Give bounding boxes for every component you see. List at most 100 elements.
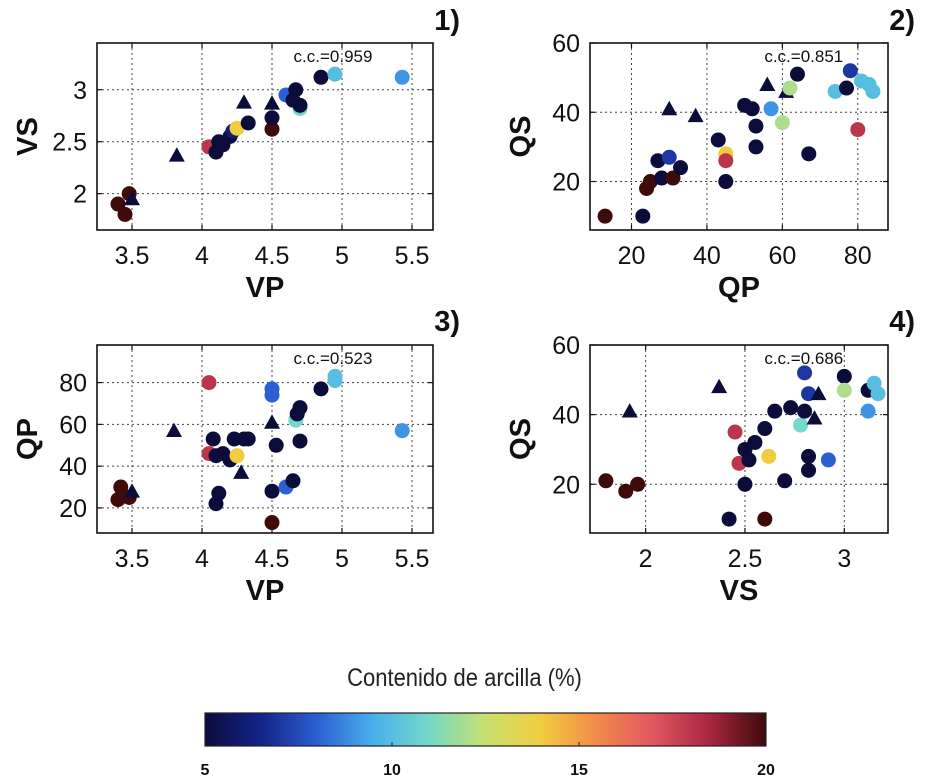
data-point — [757, 421, 773, 437]
data-point — [285, 473, 301, 489]
x-tick-label: 3.5 — [115, 545, 150, 573]
data-point-triangle — [124, 483, 140, 498]
x-tick-label: 60 — [768, 242, 796, 270]
colorbar-title: Contenido de arcilla (%) — [347, 664, 582, 692]
colorbar-tick-label: 5 — [201, 762, 210, 779]
data-point — [870, 386, 886, 402]
x-axis-label: VP — [246, 272, 285, 304]
data-point — [240, 431, 256, 447]
data-point — [113, 479, 129, 495]
data-point — [789, 66, 805, 82]
data-point — [741, 452, 757, 468]
data-point — [718, 174, 734, 190]
data-point-triangle — [264, 95, 280, 110]
data-point-triangle — [621, 403, 638, 418]
x-tick-label: 4.5 — [255, 242, 290, 270]
y-tick-label: 3 — [73, 77, 87, 105]
x-tick-label: 4 — [195, 242, 209, 270]
data-point — [635, 208, 651, 224]
y-tick-label: 2.5 — [52, 129, 87, 157]
correlation-annotation: c.c.=0.959 — [294, 47, 373, 66]
axes-frame — [96, 344, 434, 534]
data-point — [268, 437, 284, 453]
data-point — [211, 485, 227, 501]
data-point — [763, 101, 779, 117]
y-axis-label: QS — [505, 116, 537, 158]
scatter-panel-4: 2 2.5 3 20 40 60 VS QS c.c.=0.686 4) — [505, 306, 915, 607]
data-point-triangle — [759, 76, 776, 91]
data-point — [661, 149, 677, 165]
panel-label: 4) — [889, 306, 915, 338]
data-point — [774, 115, 790, 131]
panel-label: 1) — [434, 5, 460, 37]
data-point — [710, 132, 726, 148]
data-point — [860, 403, 876, 419]
scatter-panel-1: 3.5 4 4.5 5 5.5 2 2.5 3 VP VS c.c.=0.959 1) — [12, 5, 460, 304]
data-point — [767, 403, 783, 419]
y-tick-label: 80 — [59, 370, 87, 398]
x-tick-label: 4.5 — [255, 545, 290, 573]
data-point — [618, 483, 634, 499]
data-point — [264, 515, 280, 531]
correlation-annotation: c.c.=0.523 — [294, 349, 373, 368]
data-point-triangle — [711, 378, 728, 394]
data-point — [201, 375, 217, 391]
y-axis-label: QP — [12, 418, 44, 460]
y-tick-label: 40 — [59, 453, 87, 481]
y-tick-label: 40 — [552, 99, 580, 127]
x-tick-label: 2.5 — [728, 545, 763, 573]
data-point — [748, 118, 764, 134]
data-point — [757, 511, 773, 527]
panel-label: 3) — [434, 306, 460, 338]
data-point-triangle — [687, 107, 704, 123]
data-point — [783, 400, 799, 416]
colorbar-tick-label: 10 — [383, 762, 401, 779]
x-tick-label: 40 — [693, 242, 721, 270]
data-point-triangle — [124, 190, 140, 206]
data-point — [782, 80, 798, 96]
data-point-triangle — [806, 410, 823, 425]
data-point — [665, 170, 681, 186]
data-point — [394, 423, 410, 439]
correlation-annotation: c.c.=0.851 — [764, 47, 843, 66]
plot-area — [97, 345, 433, 533]
data-point — [264, 483, 280, 499]
x-axis-label: VS — [720, 575, 759, 607]
x-tick-label: 5 — [335, 242, 349, 270]
data-point — [117, 206, 133, 222]
data-point — [718, 153, 734, 169]
data-point-triangle — [661, 100, 678, 116]
y-tick-label: 20 — [59, 495, 87, 523]
y-axis-label: QS — [505, 418, 537, 460]
data-point — [673, 160, 689, 176]
data-point — [264, 121, 280, 137]
data-point — [292, 433, 308, 449]
data-point — [801, 462, 817, 478]
x-axis-label: QP — [718, 272, 760, 304]
colorbar-tick-label: 20 — [757, 762, 775, 779]
scatter-panel-3: 3.5 4 4.5 5 5.5 20 40 60 80 VP QP c.c.=0.523 3) — [12, 306, 460, 607]
data-point — [836, 382, 852, 398]
x-tick-label: 5.5 — [395, 545, 430, 573]
data-point — [836, 368, 852, 384]
data-point — [264, 110, 280, 126]
data-point — [264, 387, 280, 403]
x-tick-label: 80 — [844, 242, 872, 270]
x-tick-label: 3.5 — [115, 242, 150, 270]
data-point — [654, 170, 670, 186]
y-tick-label: 60 — [552, 30, 580, 58]
data-point — [313, 381, 329, 397]
data-point — [842, 63, 858, 79]
data-point-triangle — [166, 422, 182, 438]
correlation-annotation: c.c.=0.686 — [764, 349, 843, 368]
data-point — [288, 82, 304, 98]
data-point — [630, 476, 646, 492]
x-axis-label: VP — [246, 575, 285, 607]
x-tick-label: 4 — [195, 545, 209, 573]
data-point — [744, 101, 760, 117]
y-axis-label: VS — [12, 117, 44, 156]
data-point — [801, 448, 817, 464]
plot-area — [590, 43, 888, 230]
data-point — [327, 66, 343, 82]
